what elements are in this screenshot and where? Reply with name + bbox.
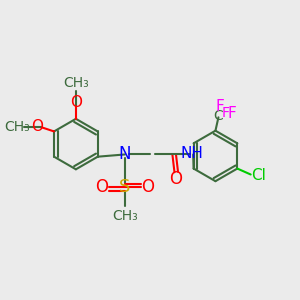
Text: O: O (70, 95, 82, 110)
Text: F: F (215, 99, 224, 114)
Text: CH₃: CH₃ (112, 209, 138, 223)
Text: N: N (118, 145, 131, 163)
Text: S: S (119, 178, 130, 196)
Text: F: F (227, 106, 236, 121)
Text: F: F (222, 106, 230, 121)
Text: O: O (95, 178, 109, 196)
Text: NH: NH (180, 146, 203, 161)
Text: O: O (169, 170, 182, 188)
Text: O: O (31, 119, 43, 134)
Text: CH₃: CH₃ (4, 120, 30, 134)
Text: CH₃: CH₃ (63, 76, 89, 90)
Text: O: O (141, 178, 154, 196)
Text: C: C (214, 109, 223, 123)
Text: Cl: Cl (252, 169, 266, 184)
